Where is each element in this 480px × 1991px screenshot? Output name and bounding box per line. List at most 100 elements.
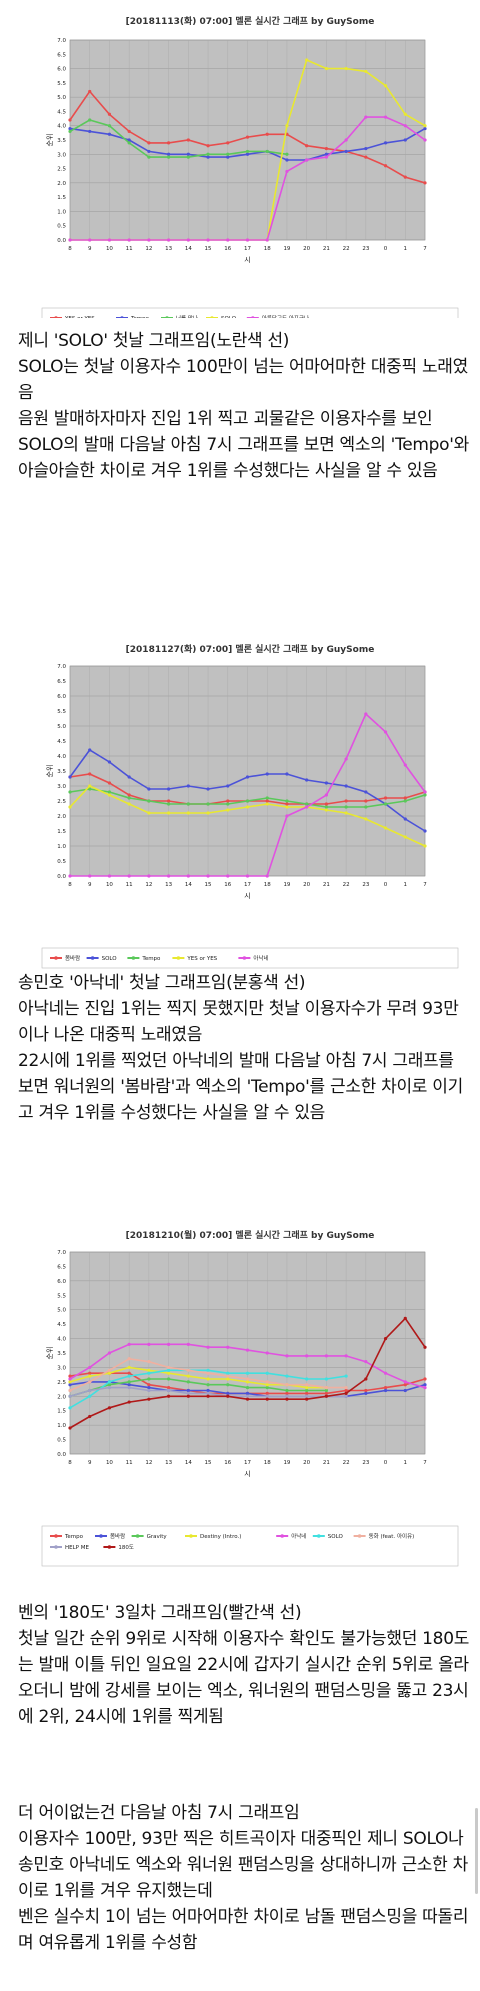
data-point [344, 805, 348, 809]
data-point [285, 152, 289, 156]
data-point [167, 787, 171, 791]
data-point [245, 874, 250, 878]
data-point [285, 1391, 289, 1395]
y-tick-label: 6.0 [57, 67, 66, 73]
data-point [364, 146, 368, 151]
legend-label: YES or YES [64, 316, 95, 318]
data-point [403, 1316, 407, 1320]
data-point [226, 152, 230, 156]
data-point [245, 152, 250, 156]
x-tick-label: 23 [362, 1460, 369, 1466]
series-line [69, 119, 288, 158]
data-point [206, 155, 210, 159]
series-동화 (feat. 아이유) [68, 1357, 348, 1393]
data-point [127, 238, 131, 242]
legend-label: 봄바람 [65, 954, 80, 962]
x-tick-label: 1 [404, 246, 408, 252]
x-tick-label: 21 [323, 882, 330, 888]
data-point [423, 1345, 427, 1349]
data-point [88, 772, 92, 776]
data-point [245, 1380, 250, 1384]
data-point [226, 141, 230, 145]
y-tick-label: 4.5 [57, 109, 66, 115]
scrollbar[interactable] [475, 1808, 478, 1894]
series-line [69, 1378, 327, 1398]
data-point [265, 149, 269, 154]
data-point [324, 155, 328, 159]
data-point [107, 760, 112, 764]
legend-label: Tempo [130, 316, 150, 318]
data-point [324, 793, 328, 797]
legend-box [41, 307, 459, 318]
data-point [305, 1386, 309, 1390]
data-point [88, 1380, 92, 1384]
data-point [226, 155, 230, 159]
x-tick-label: 10 [106, 246, 113, 252]
data-point [127, 1371, 131, 1375]
chart-1-svg: [20181113(화) 07:00] 멜론 실시간 그래프 by GuySom… [41, 15, 459, 318]
chart-2: [20181127(화) 07:00] 멜론 실시간 그래프 by GuySom… [40, 636, 460, 970]
series-아낙네 [68, 1342, 427, 1390]
y-tick-label: 0.0 [57, 238, 66, 244]
data-point [245, 1397, 250, 1401]
data-point [206, 1383, 210, 1387]
data-point [167, 874, 171, 878]
data-point [285, 158, 289, 162]
data-point [186, 152, 190, 156]
data-point [167, 802, 171, 806]
data-point [305, 58, 309, 62]
data-point [127, 1342, 131, 1346]
data-point [107, 112, 112, 116]
legend-marker [99, 1534, 103, 1538]
data-point [147, 1371, 151, 1375]
data-point [364, 155, 368, 159]
data-point [88, 1414, 92, 1419]
series-YES or YES [68, 784, 427, 848]
data-point [364, 805, 368, 809]
data-point [265, 799, 269, 803]
x-tick-label: 7 [423, 246, 427, 252]
data-point [167, 811, 171, 815]
data-point [88, 1388, 92, 1393]
data-point [127, 775, 131, 779]
data-point [383, 1386, 388, 1390]
data-point [206, 1388, 210, 1393]
data-point [383, 164, 388, 168]
data-point [167, 1368, 171, 1372]
data-point [167, 1342, 171, 1346]
data-point [285, 169, 289, 174]
data-point [186, 1368, 190, 1372]
data-point [107, 1371, 112, 1375]
legend-label: SOLO [221, 316, 237, 318]
data-point [305, 802, 309, 806]
data-point [383, 730, 388, 734]
data-point [107, 238, 112, 242]
caption-2-line-2: 아낙네는 진입 1위는 찍지 못했지만 첫날 이용자수가 무려 93만이나 나온… [18, 999, 459, 1045]
series-SOLO [68, 748, 427, 833]
legend-label: 180도 [118, 1544, 134, 1551]
data-point [265, 1380, 269, 1384]
y-tick-label: 6.5 [57, 1264, 66, 1270]
data-point [245, 1377, 250, 1381]
data-point [285, 799, 289, 803]
y-tick-label: 4.0 [57, 754, 66, 760]
data-point [127, 1357, 131, 1361]
x-tick-label: 1 [404, 1460, 408, 1466]
data-point [88, 238, 92, 242]
data-point [403, 799, 407, 803]
data-point [167, 152, 171, 156]
data-point [226, 238, 230, 242]
data-point [88, 129, 92, 134]
data-point [186, 1374, 190, 1378]
x-tick-label: 7 [423, 882, 427, 888]
data-point [206, 152, 210, 156]
data-point [107, 1383, 112, 1387]
data-point [324, 1391, 328, 1395]
data-point [88, 784, 92, 788]
x-tick-label: 8 [68, 1460, 72, 1466]
legend-marker [242, 956, 247, 960]
legend-label: 아낙네 [291, 1532, 306, 1540]
data-point [186, 1388, 190, 1393]
data-point [127, 1400, 131, 1404]
data-point [127, 1383, 131, 1387]
